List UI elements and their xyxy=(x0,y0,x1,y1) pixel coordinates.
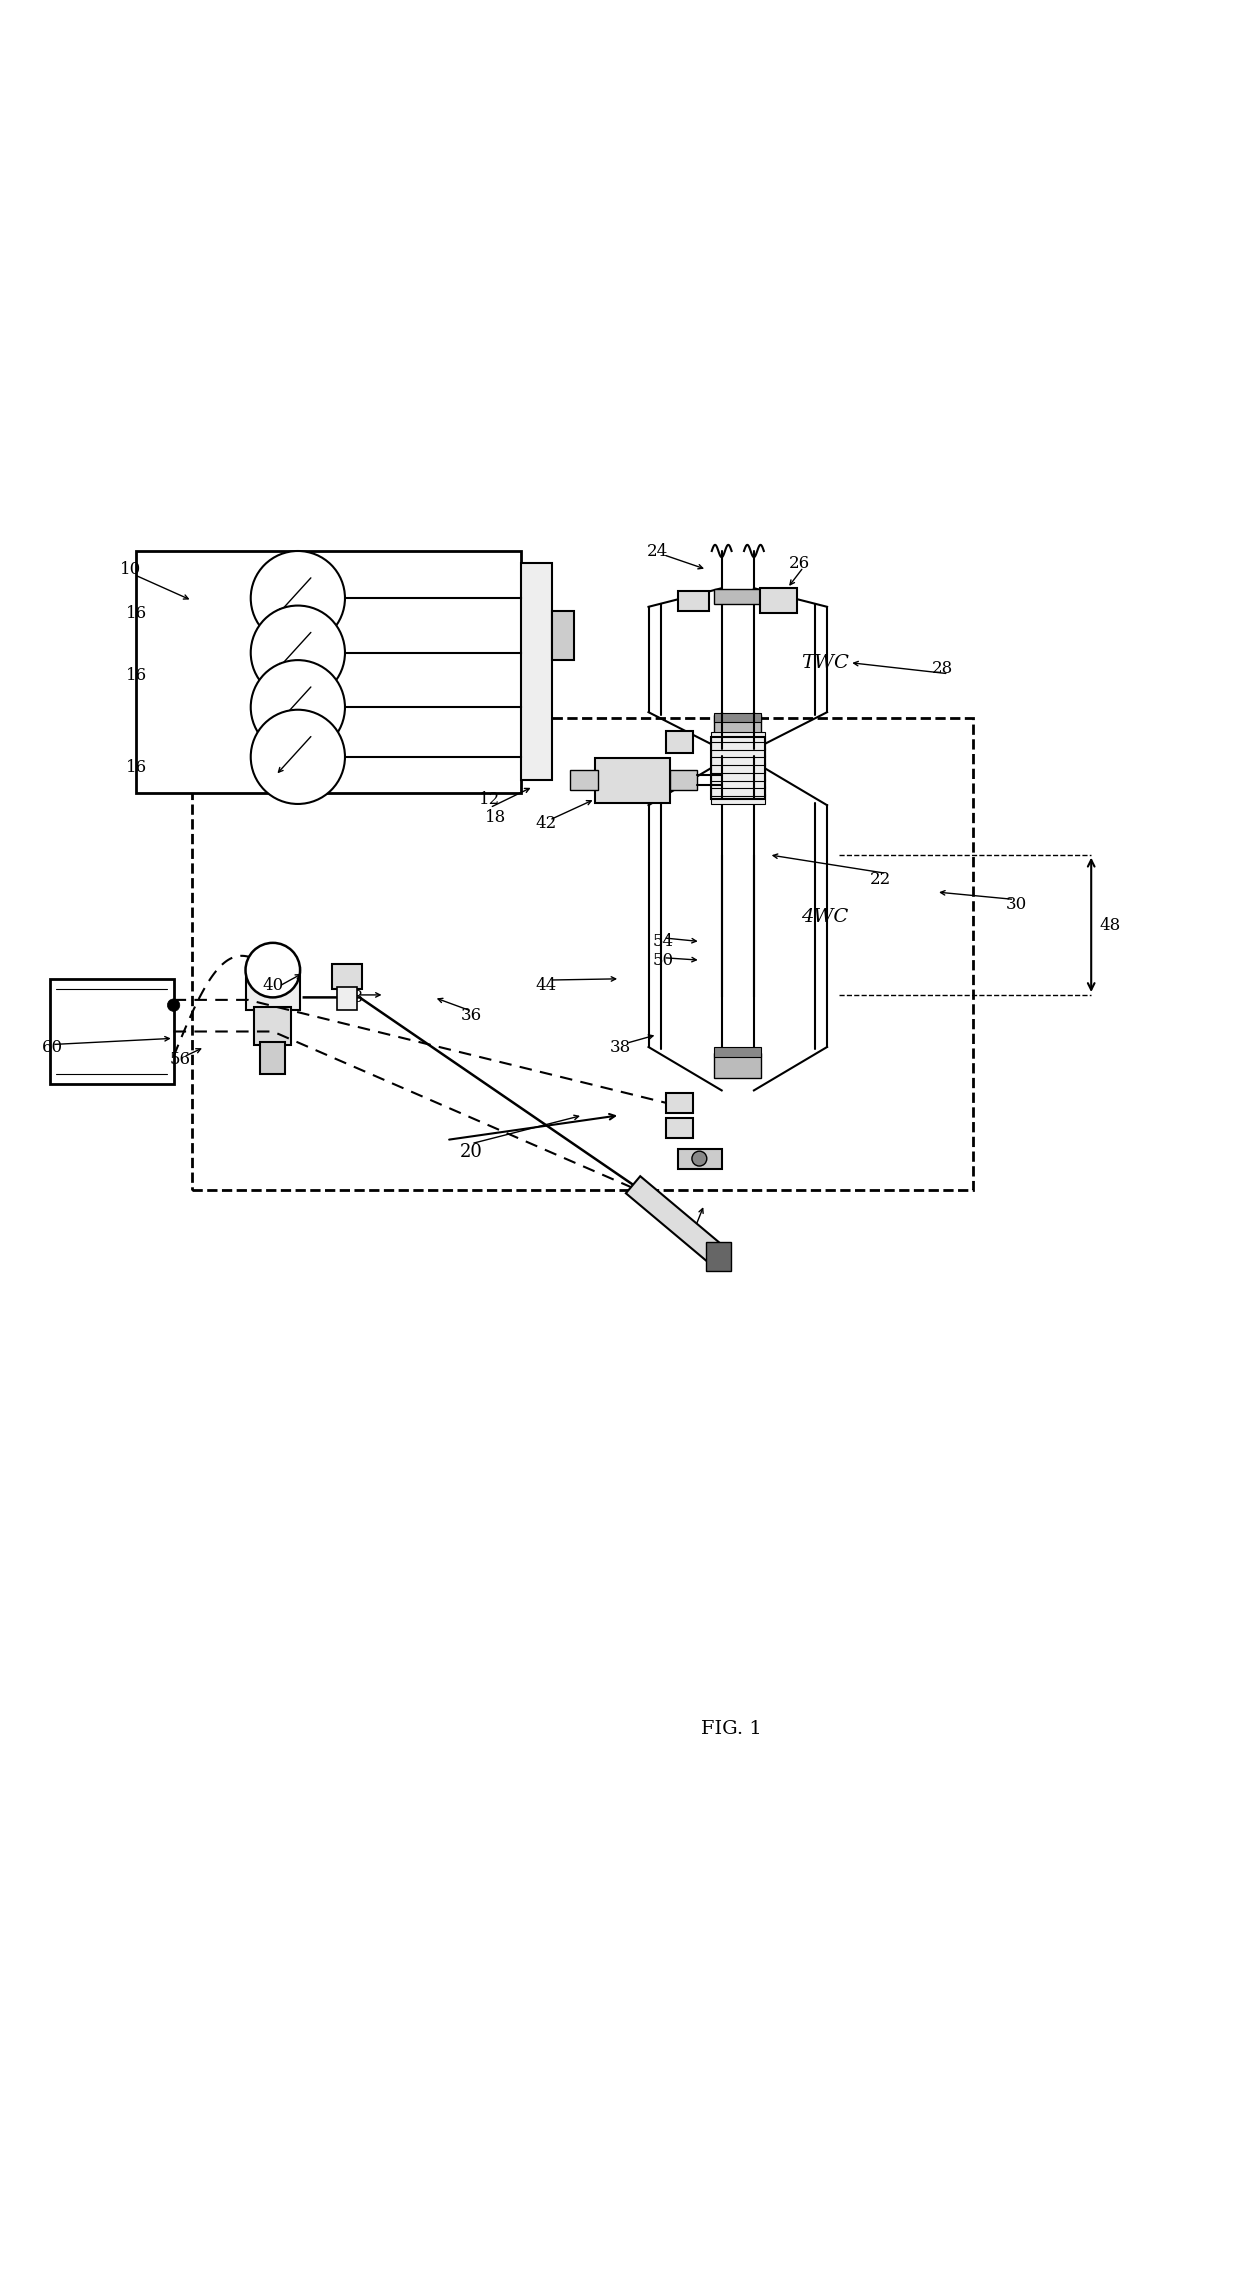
Bar xyxy=(50,978,174,1085)
Bar xyxy=(666,732,693,752)
Text: 58: 58 xyxy=(342,990,365,1005)
Circle shape xyxy=(250,606,345,700)
Text: 16: 16 xyxy=(125,759,148,777)
Text: 30: 30 xyxy=(1006,896,1028,912)
Bar xyxy=(714,1053,761,1078)
Bar xyxy=(552,611,574,659)
Text: 28: 28 xyxy=(931,661,954,677)
Text: 38: 38 xyxy=(609,1037,631,1056)
Circle shape xyxy=(250,552,345,645)
Circle shape xyxy=(250,661,345,755)
Circle shape xyxy=(167,999,180,1012)
Bar xyxy=(678,591,709,611)
Text: 40: 40 xyxy=(262,976,284,994)
Text: 18: 18 xyxy=(485,809,507,825)
Text: 50: 50 xyxy=(652,951,675,969)
Bar xyxy=(711,793,765,805)
Circle shape xyxy=(246,944,300,996)
Bar xyxy=(136,552,521,793)
Text: 54: 54 xyxy=(652,933,675,951)
Text: 16: 16 xyxy=(125,604,148,622)
Bar xyxy=(714,714,761,723)
Text: 52: 52 xyxy=(681,1224,703,1243)
Text: 10: 10 xyxy=(119,561,141,579)
Text: 60: 60 xyxy=(41,1037,63,1056)
Bar xyxy=(521,563,552,780)
Circle shape xyxy=(250,709,345,805)
Bar xyxy=(260,1042,285,1074)
Bar xyxy=(714,787,761,798)
Bar xyxy=(666,1117,693,1138)
Bar xyxy=(246,967,300,1010)
Bar xyxy=(192,718,973,1190)
Text: 20: 20 xyxy=(460,1142,482,1161)
Text: FIG. 1: FIG. 1 xyxy=(702,1719,761,1737)
Bar xyxy=(595,757,670,803)
Bar xyxy=(711,771,765,780)
Bar xyxy=(332,964,362,990)
Text: 4WC: 4WC xyxy=(801,907,848,926)
Bar xyxy=(711,736,765,798)
Bar xyxy=(714,591,761,604)
Bar xyxy=(711,755,765,766)
Text: 44: 44 xyxy=(534,976,557,994)
Bar xyxy=(670,771,697,791)
Text: 22: 22 xyxy=(869,871,892,889)
Bar xyxy=(711,739,765,750)
Circle shape xyxy=(692,1151,707,1165)
Bar xyxy=(337,987,357,1010)
Bar xyxy=(254,1008,291,1044)
Bar xyxy=(706,1243,730,1272)
Bar xyxy=(711,787,765,796)
Bar xyxy=(711,748,765,757)
Text: 42: 42 xyxy=(534,816,557,832)
Bar xyxy=(714,714,761,736)
Text: 26: 26 xyxy=(789,554,811,572)
Polygon shape xyxy=(626,1176,725,1265)
Text: 24: 24 xyxy=(646,543,668,559)
Text: TWC: TWC xyxy=(801,654,848,673)
Text: 36: 36 xyxy=(460,1008,482,1024)
Bar xyxy=(678,1149,722,1170)
Bar xyxy=(714,1047,761,1058)
Bar xyxy=(666,1092,693,1113)
Bar xyxy=(711,764,765,773)
Bar xyxy=(714,762,761,787)
Text: 12: 12 xyxy=(479,791,501,807)
Bar xyxy=(570,771,598,791)
Text: 48: 48 xyxy=(1099,917,1121,935)
Bar xyxy=(711,777,765,789)
Text: 56: 56 xyxy=(170,1051,190,1067)
Bar xyxy=(760,588,797,613)
Bar xyxy=(711,732,765,741)
Text: 16: 16 xyxy=(125,666,148,684)
